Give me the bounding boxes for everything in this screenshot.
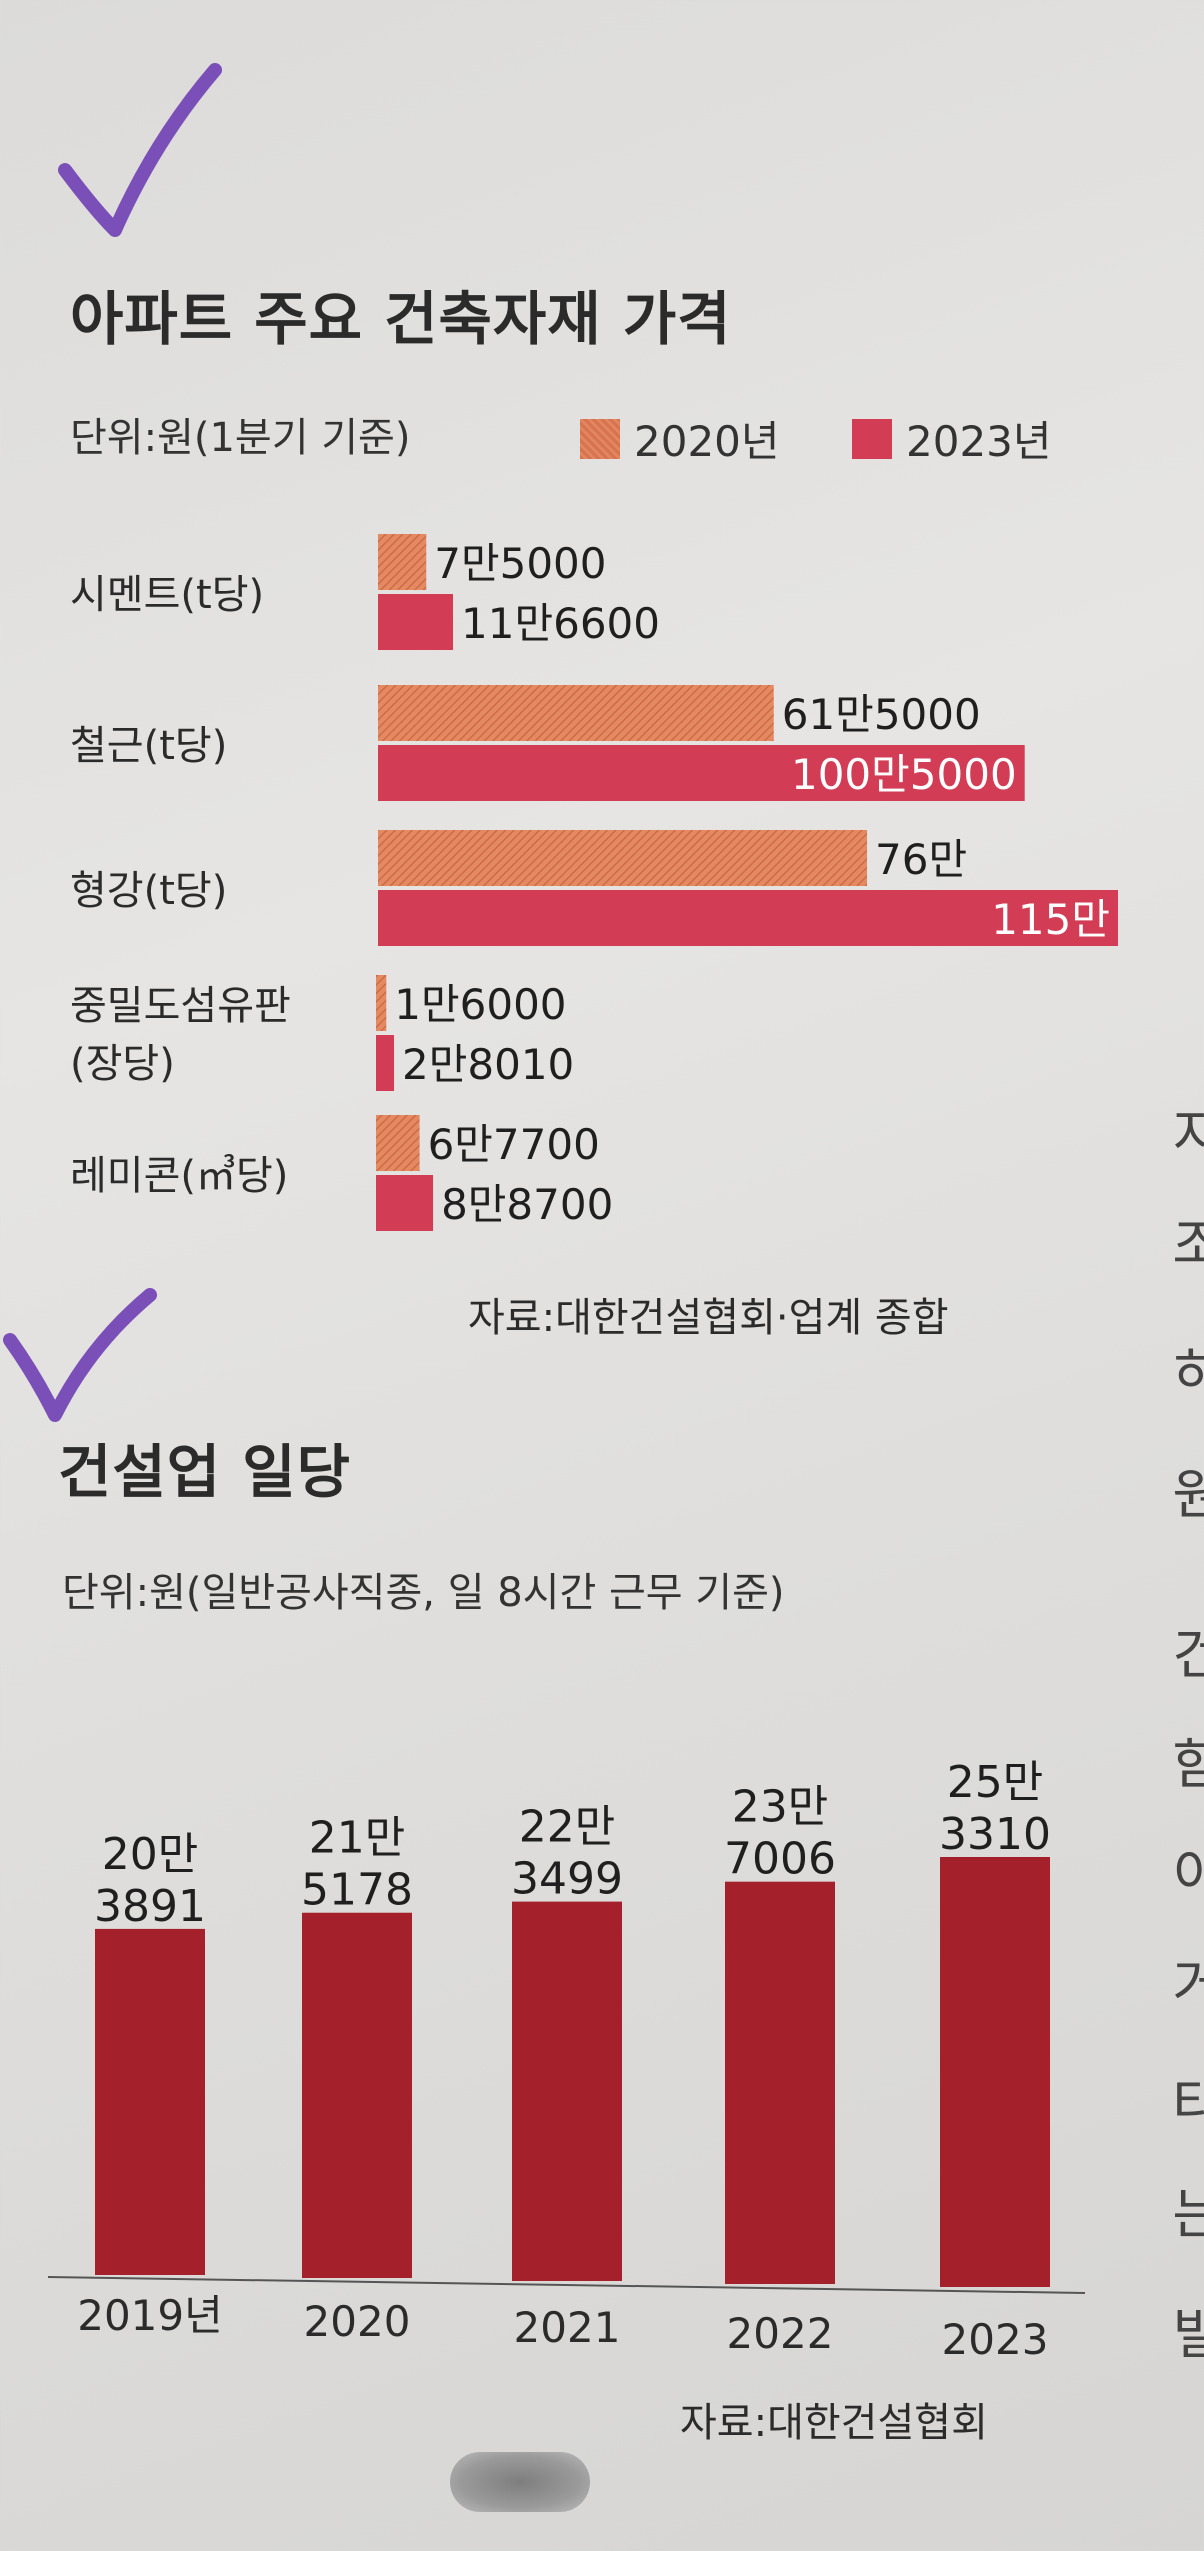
- binder-hole: [450, 2452, 590, 2512]
- adjacent-column-glyph: 이: [1172, 1843, 1204, 1906]
- bar-2023: [376, 1035, 395, 1091]
- bar-2020: [376, 975, 387, 1031]
- category-label: 중밀도섬유판: [70, 983, 291, 1029]
- bar-2020: [378, 534, 427, 590]
- unit-note-materials: 단위:원(1분기 기준): [70, 415, 411, 461]
- bar-2023: [378, 745, 1025, 801]
- wage-bar: [940, 1857, 1050, 2287]
- data-label: 3891: [94, 1881, 206, 1932]
- data-label: 22만: [519, 1802, 615, 1853]
- data-label: 115만: [991, 895, 1110, 944]
- wage-bar: [302, 1912, 412, 2278]
- data-label: 23만: [732, 1782, 828, 1833]
- x-tick-label: 2020: [304, 2297, 411, 2346]
- category-label: (장당): [70, 1041, 175, 1087]
- adjacent-column-glyph: 지: [1172, 1103, 1204, 1166]
- category-label: 형강(t당): [70, 868, 227, 914]
- legend-label-2023: 2023년: [906, 417, 1052, 466]
- adjacent-column-glyph: 원: [1172, 1463, 1204, 1526]
- adjacent-column-glyph: 거: [1172, 1953, 1204, 2016]
- bar-2023: [378, 890, 1118, 946]
- bar-2020: [378, 830, 868, 886]
- legend-swatch-2020: [580, 418, 620, 459]
- x-axis-line: [47, 2276, 1086, 2294]
- data-label: 6만7700: [428, 1120, 600, 1169]
- adjacent-column-glyph: 히: [1172, 1343, 1204, 1406]
- wage-bar: [95, 1928, 205, 2275]
- x-tick-label: 2023: [942, 2315, 1049, 2364]
- category-label: 레미콘(㎥당): [70, 1153, 288, 1199]
- x-tick-label: 2021: [514, 2303, 621, 2352]
- wage-bar: [512, 1901, 622, 2281]
- data-label: 8만8700: [441, 1180, 613, 1229]
- data-label: 7만5000: [434, 539, 606, 588]
- x-tick-label: 2019년: [77, 2291, 223, 2340]
- wage-bar: [725, 1881, 835, 2284]
- data-label: 25만: [947, 1757, 1043, 1808]
- bar-2020: [378, 685, 774, 741]
- bar-2023: [376, 1175, 434, 1231]
- source-materials: 자료:대한건설협회·업계 종합: [468, 1295, 949, 1341]
- data-label: 3499: [511, 1854, 623, 1905]
- data-label: 20만: [102, 1829, 198, 1880]
- chart-title-materials: 아파트 주요 건축자재 가격: [70, 285, 732, 353]
- data-label: 61만5000: [782, 690, 981, 739]
- adjacent-column-glyph: 타: [1172, 2073, 1204, 2136]
- adjacent-column-glyph: 조: [1172, 1213, 1204, 1276]
- legend-swatch-2023: [852, 418, 892, 459]
- data-label: 11만6600: [461, 599, 660, 648]
- bar-2020: [376, 1115, 420, 1171]
- category-label: 철근(t당): [70, 723, 227, 769]
- data-label: 1만6000: [394, 980, 566, 1029]
- adjacent-column-glyph: 함: [1172, 1733, 1204, 1796]
- unit-note-wages: 단위:원(일반공사직종, 일 8시간 근무 기준): [62, 1570, 785, 1616]
- data-label: 5178: [301, 1865, 413, 1916]
- data-label: 76만: [875, 835, 967, 884]
- source-wages: 자료:대한건설협회: [680, 2400, 988, 2446]
- data-label: 100만5000: [791, 750, 1017, 799]
- x-tick-label: 2022: [727, 2309, 834, 2358]
- data-label: 7006: [724, 1834, 836, 1885]
- adjacent-column-glyph: 건: [1172, 1623, 1204, 1686]
- data-label: 21만: [309, 1813, 405, 1864]
- category-label: 시멘트(t당): [70, 572, 264, 618]
- adjacent-column-glyph: 는: [1172, 2183, 1204, 2246]
- adjacent-column-glyph: 빌: [1172, 2303, 1204, 2366]
- check-mark-icon: [3, 1288, 157, 1422]
- data-label: 3310: [939, 1809, 1051, 1860]
- data-label: 2만8010: [402, 1040, 574, 1089]
- legend-item-2023: 2023년: [852, 408, 1052, 469]
- chart-title-wages: 건설업 일당: [58, 1438, 351, 1506]
- legend-item-2020: 2020년: [580, 408, 780, 469]
- bar-2023: [378, 594, 454, 650]
- materials-bar-chart: 시멘트(t당) 7만5000 11만6600 철근(t당) 61만5000 100만500…: [70, 534, 1118, 1231]
- legend-label-2020: 2020년: [634, 417, 780, 466]
- check-mark-icon: [58, 63, 222, 237]
